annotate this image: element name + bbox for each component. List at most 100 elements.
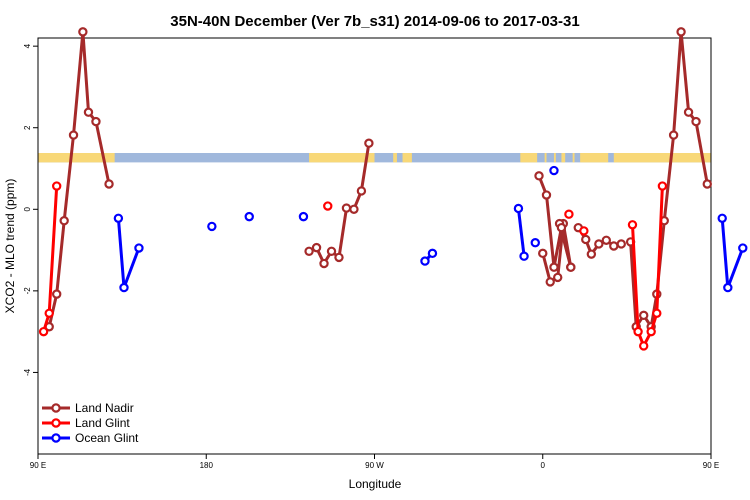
y-axis: -4 -2 0 2 4 [23, 43, 38, 376]
series-ocean-glint [113, 165, 748, 293]
land-nadir-point [534, 171, 544, 181]
land-glint-point [44, 308, 54, 318]
land-glint-line [631, 185, 664, 348]
land-nadir-line [47, 30, 111, 328]
x-tick-label: 90 E [30, 461, 46, 470]
land-nadir-point [553, 272, 563, 283]
ocean-glint-point [113, 213, 124, 223]
ocean-glint-point [717, 213, 727, 223]
land-nadir-point [68, 130, 79, 140]
land-nadir-point [83, 107, 94, 117]
land-nadir-point [691, 116, 701, 127]
land-nadir-point [676, 27, 686, 37]
land-nadir-point [341, 203, 352, 213]
land-glint-point [627, 220, 638, 230]
land-band-segment [520, 153, 538, 163]
y-tick-label: 0 [23, 207, 32, 212]
x-tick-label: 180 [200, 461, 214, 470]
land-nadir-point [616, 239, 626, 249]
ocean-glint-point [549, 165, 559, 176]
land-nadir-point [545, 277, 555, 287]
land-nadir-point [683, 107, 694, 117]
land-nadir-point [91, 116, 101, 127]
land-glint-point [657, 181, 668, 191]
land-band-segment [572, 153, 575, 163]
land-ocean-band [38, 153, 711, 163]
land-band-segment [561, 153, 566, 163]
land-nadir-point [364, 138, 374, 148]
land-glint-point [323, 201, 333, 211]
land-band-segment [402, 153, 412, 163]
ocean-glint-point [723, 282, 733, 293]
land-nadir-point [581, 234, 591, 245]
land-band-segment [79, 153, 81, 163]
ocean-glint-point [530, 238, 540, 248]
land-glint-point [38, 326, 49, 337]
legend-marker-land-nadir [51, 403, 61, 413]
x-tick-label: 90 W [365, 461, 384, 470]
land-band-segment [580, 153, 609, 163]
legend-label-land-glint: Land Glint [75, 416, 130, 430]
ocean-glint-point [420, 256, 430, 266]
land-band-segment [309, 153, 375, 163]
land-nadir-point [586, 249, 597, 259]
land-nadir-point [334, 252, 344, 263]
legend-label-ocean-glint: Ocean Glint [75, 431, 139, 445]
land-glint-point [564, 209, 574, 219]
land-nadir-point [702, 179, 712, 189]
land-nadir-point [549, 262, 559, 272]
land-nadir-point [349, 204, 359, 214]
ocean-glint-point [244, 211, 254, 222]
y-tick-label: 2 [23, 125, 32, 130]
y-tick-label: -4 [23, 368, 32, 376]
land-nadir-point [538, 248, 548, 259]
ocean-glint-line [720, 218, 745, 290]
ocean-glint-point [119, 282, 129, 293]
land-nadir-point [311, 242, 322, 253]
land-glint-point [652, 308, 662, 318]
land-nadir-point [304, 246, 314, 257]
ocean-glint-point [207, 221, 217, 232]
land-nadir-point [319, 258, 329, 269]
land-nadir-point [601, 235, 612, 245]
series-land-glint [38, 181, 668, 351]
legend-marker-land-glint [51, 418, 61, 428]
legend-label-land-nadir: Land Nadir [75, 401, 134, 415]
series-group [38, 27, 748, 351]
land-glint-point [579, 226, 589, 236]
land-nadir-point [59, 216, 69, 226]
ocean-glint-line [116, 218, 141, 290]
land-nadir-point [51, 289, 62, 299]
y-tick-label: 4 [23, 43, 32, 48]
ocean-glint-point [298, 211, 309, 222]
land-nadir-point [78, 27, 88, 37]
land-nadir-point [326, 246, 337, 257]
ocean-glint-point [134, 243, 144, 253]
x-axis: 90 E 180 90 W 0 90 E [30, 454, 719, 470]
ocean-glint-point [738, 243, 748, 253]
land-band-segment [69, 153, 76, 163]
land-band-segment [38, 153, 115, 163]
land-band-segment [544, 153, 547, 163]
land-glint-point [646, 326, 656, 337]
y-axis-label: XCO2 - MLO trend (ppm) [3, 179, 17, 314]
chart-title: 35N-40N December (Ver 7b_s31) 2014-09-06… [170, 13, 579, 30]
ocean-glint-point [427, 248, 438, 259]
x-tick-label: 0 [541, 461, 546, 470]
land-band-segment [393, 153, 397, 163]
land-nadir-line [537, 175, 563, 269]
land-glint-point [639, 341, 649, 351]
land-nadir-point [639, 310, 649, 321]
y-tick-label: -2 [23, 287, 32, 295]
land-band-segment [613, 153, 711, 163]
land-nadir-point [566, 262, 576, 272]
land-nadir-point [609, 241, 619, 251]
series-land-nadir [44, 27, 712, 332]
land-glint-point [51, 181, 62, 191]
x-tick-label: 90 E [703, 461, 719, 470]
x-axis-label: Longitude [349, 477, 402, 491]
land-nadir-point [541, 190, 552, 200]
land-nadir-point [556, 222, 567, 233]
